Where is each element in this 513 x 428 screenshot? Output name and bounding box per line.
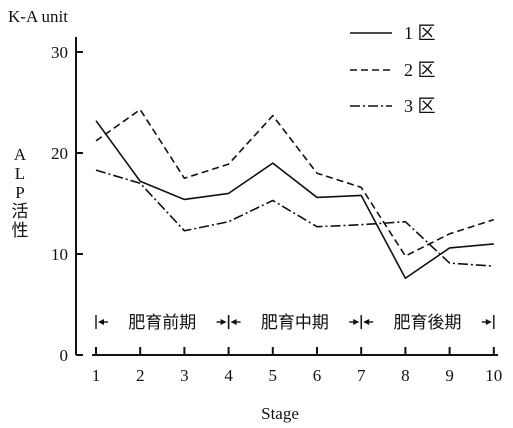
series-line-3 <box>95 169 494 267</box>
legend-item: 1 区 <box>350 23 436 43</box>
series-line-2 <box>95 108 495 257</box>
period-annotation: 肥育後期 <box>360 313 495 332</box>
period-annotation: 肥育中期 <box>227 313 362 332</box>
axes: 0 10 20 30 1 2 3 4 5 6 7 8 9 10 <box>51 37 502 385</box>
period-annotations: 肥育前期 肥育中期 肥育後期 <box>95 313 495 332</box>
x-tick-label: 7 <box>357 366 366 385</box>
legend: 1 区 2 区 3 区 <box>350 23 436 116</box>
y-tick-label: 10 <box>51 245 68 264</box>
x-tick-label: 10 <box>485 366 502 385</box>
y-tick-label: 30 <box>51 43 68 62</box>
y-axis-label: A L P 活性 <box>12 145 29 240</box>
legend-label: 1 区 <box>404 23 436 43</box>
legend-item: 3 区 <box>350 96 436 116</box>
period-annotation: 肥育前期 <box>95 313 230 332</box>
x-tick-label: 2 <box>136 366 145 385</box>
x-tick-label: 3 <box>180 366 189 385</box>
legend-item: 2 区 <box>350 60 436 80</box>
series-line-1 <box>95 120 494 280</box>
x-axis-label: Stage <box>261 404 299 423</box>
legend-label: 3 区 <box>404 96 436 116</box>
x-tick-label: 9 <box>445 366 454 385</box>
x-tick-label: 4 <box>224 366 233 385</box>
x-tick-label: 8 <box>401 366 410 385</box>
legend-label: 2 区 <box>404 60 436 80</box>
period-label: 肥育後期 <box>394 313 462 332</box>
x-tick-label: 5 <box>269 366 278 385</box>
x-tick-label: 6 <box>313 366 322 385</box>
period-label: 肥育前期 <box>128 313 196 332</box>
x-tick-label: 1 <box>92 366 101 385</box>
y-tick-label: 0 <box>60 346 69 365</box>
y-tick-label: 20 <box>51 144 68 163</box>
series-group <box>95 108 495 280</box>
y-unit-label: K-A unit <box>8 7 68 26</box>
period-label: 肥育中期 <box>261 313 329 332</box>
